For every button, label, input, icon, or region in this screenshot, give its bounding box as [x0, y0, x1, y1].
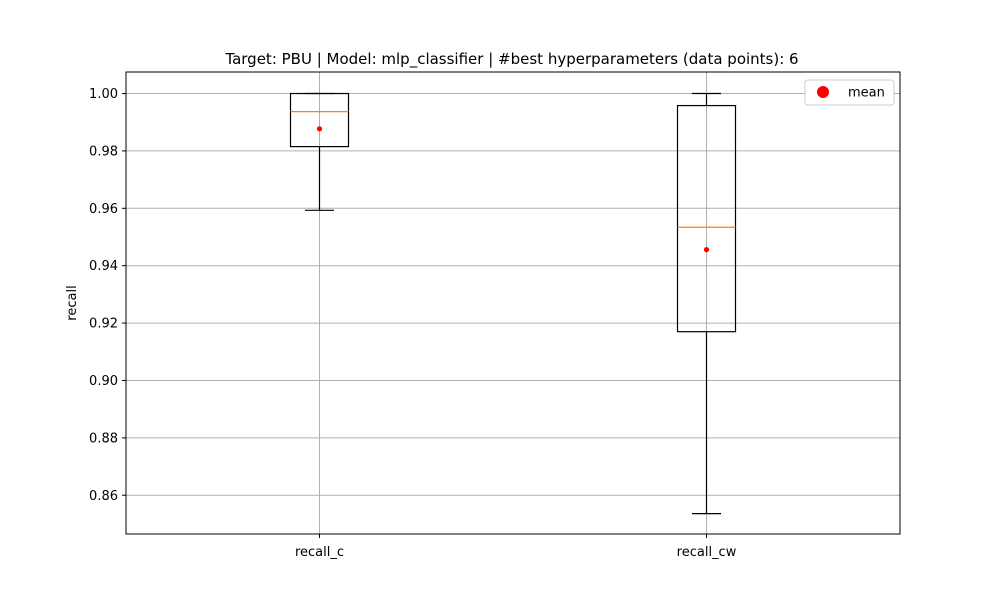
y-tick-label: 0.90	[89, 374, 118, 389]
y-tick-label: 0.88	[89, 431, 118, 446]
legend-marker-mean	[817, 86, 829, 98]
x-tick-label: recall_cw	[677, 545, 737, 560]
y-tick-label: 0.92	[89, 317, 118, 332]
plot-frame	[125, 71, 901, 535]
legend-frame	[804, 79, 895, 106]
marks-layer	[289, 92, 737, 515]
y-tick-label: 0.94	[89, 259, 118, 274]
mean-point	[703, 247, 710, 253]
grid-layer	[126, 72, 900, 534]
box-recall_c	[289, 92, 350, 211]
chart-title: Target: PBU | Model: mlp_classifier | #b…	[224, 50, 798, 69]
y-tick-label: 0.98	[89, 144, 118, 159]
legend-label-mean: mean	[848, 86, 885, 101]
y-tick-label: 1.00	[89, 87, 118, 102]
y-tick-label: 0.96	[89, 202, 118, 217]
legend: mean	[804, 79, 895, 106]
y-tick-label: 0.86	[89, 489, 118, 504]
axes-layer: 0.86 0.88 0.90 0.92 0.94 0.96 0.98 1.00 recall_c…	[89, 87, 737, 560]
iqr-box	[676, 104, 737, 333]
box-recall_cw	[676, 92, 737, 515]
iqr-box	[289, 92, 350, 148]
y-axis-label: recall	[65, 285, 80, 320]
x-tick-label: recall_c	[295, 545, 344, 560]
mean-point	[316, 126, 323, 132]
